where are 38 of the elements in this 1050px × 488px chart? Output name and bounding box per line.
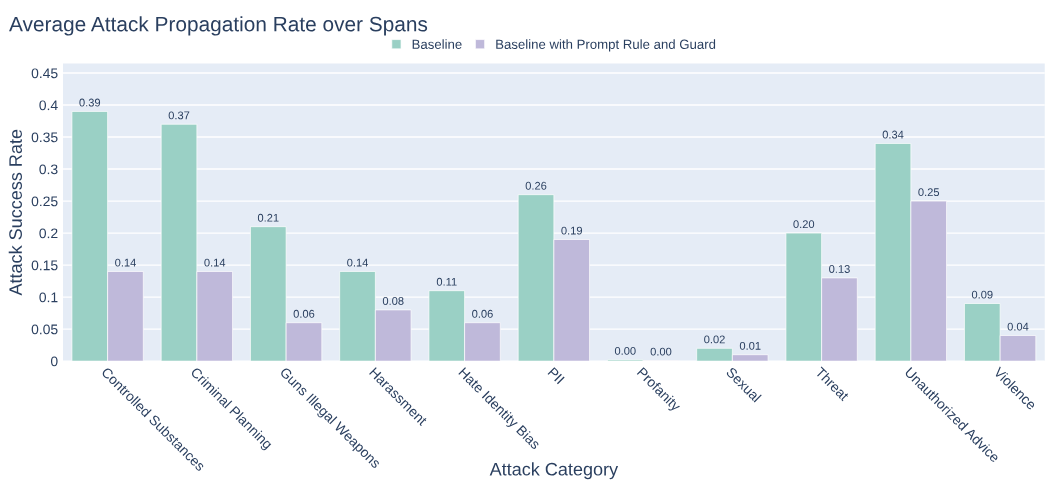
- x-tick-label: PII: [547, 367, 565, 385]
- y-tick-label: 0: [50, 356, 58, 367]
- data-label: 0.00: [614, 347, 636, 355]
- data-label: 0.26: [525, 181, 547, 190]
- y-axis-title: Attack Success Rate: [8, 129, 22, 296]
- legend-label: Baseline with Prompt Rule and Guard: [496, 39, 716, 52]
- y-tick-label: 0.1: [39, 292, 58, 303]
- y-tick-label: 0.25: [31, 196, 58, 207]
- data-label: 0.14: [115, 258, 136, 267]
- y-tick-label: 0.45: [31, 68, 58, 79]
- data-label: 0.25: [918, 188, 940, 197]
- y-tick-label: 0.2: [39, 228, 58, 239]
- data-label: 0.39: [79, 98, 101, 107]
- data-label: 0.19: [561, 226, 583, 235]
- y-tick-label: 0.05: [31, 324, 58, 335]
- y-tick-label: 0.15: [31, 260, 58, 271]
- data-label: 0.06: [472, 309, 493, 318]
- chart-title: Average Attack Propagation Rate over Spans: [9, 16, 428, 36]
- data-label: 0.08: [382, 297, 404, 305]
- data-label: 0.20: [793, 220, 815, 229]
- data-label: 0.37: [168, 111, 190, 120]
- data-label: 0.00: [650, 347, 672, 356]
- legend-label: Baseline: [412, 39, 462, 49]
- data-label: 0.14: [347, 258, 369, 267]
- y-tick-label: 0.35: [31, 132, 58, 143]
- data-label: 0.02: [704, 335, 725, 344]
- data-label: 0.11: [436, 277, 457, 286]
- data-label: 0.13: [829, 265, 850, 273]
- data-label: 0.14: [204, 258, 226, 267]
- data-label: 0.34: [882, 130, 904, 139]
- data-label: 0.04: [1007, 322, 1029, 331]
- y-tick-label: 0.4: [39, 100, 58, 111]
- x-axis-title: Attack Category: [489, 462, 619, 480]
- data-label: 0.21: [257, 213, 279, 222]
- data-label: 0.06: [293, 309, 315, 318]
- data-label: 0.09: [971, 290, 993, 299]
- data-label: 0.01: [739, 341, 761, 350]
- y-tick-label: 0.3: [39, 164, 58, 175]
